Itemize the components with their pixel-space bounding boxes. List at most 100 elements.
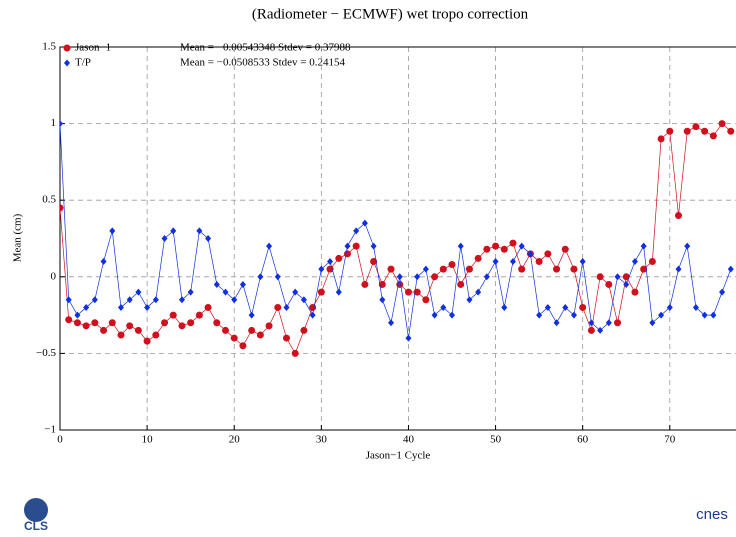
logo: CLS [24, 519, 48, 533]
point [648, 257, 656, 265]
point [178, 322, 186, 330]
point [597, 326, 604, 334]
point [170, 227, 177, 235]
point [579, 303, 587, 311]
point [509, 239, 517, 247]
point [710, 311, 717, 319]
point [544, 250, 552, 258]
x-tick-label: 20 [229, 434, 241, 446]
point [65, 296, 72, 304]
point [509, 257, 516, 265]
point [274, 273, 281, 281]
point [500, 245, 508, 253]
point [579, 257, 586, 265]
point [292, 288, 299, 296]
point [692, 303, 699, 311]
y-axis-label: Mean (cm) [12, 213, 24, 262]
point [553, 265, 561, 273]
point [117, 331, 125, 339]
legend-label: T/P [75, 57, 91, 69]
point [692, 123, 700, 131]
point [605, 280, 613, 288]
point [518, 265, 526, 273]
point [265, 322, 273, 330]
y-tick-label: −1 [44, 424, 56, 436]
point [144, 303, 151, 311]
point [684, 242, 691, 250]
point [117, 303, 124, 311]
point [353, 227, 360, 235]
point [100, 326, 108, 334]
point [309, 311, 316, 319]
x-tick-label: 60 [577, 434, 589, 446]
y-tick-label: 1 [51, 117, 57, 129]
point [213, 319, 221, 327]
point [492, 242, 500, 250]
point [309, 303, 317, 311]
point [405, 334, 412, 342]
point [282, 334, 290, 342]
point [60, 120, 63, 128]
point [649, 319, 656, 327]
point [683, 127, 691, 135]
point [100, 257, 107, 265]
point [640, 242, 647, 250]
point [404, 288, 412, 296]
point [231, 296, 238, 304]
point [370, 242, 377, 250]
point [187, 288, 194, 296]
point [666, 127, 674, 135]
point [335, 254, 343, 262]
point [83, 303, 90, 311]
point [361, 219, 368, 227]
plot-area [60, 120, 735, 357]
point [343, 250, 351, 258]
point [701, 311, 708, 319]
x-tick-label: 50 [490, 434, 502, 446]
point [562, 303, 569, 311]
x-tick-label: 10 [142, 434, 154, 446]
point [204, 303, 212, 311]
point [588, 319, 595, 327]
annotation: Mean = −0.0508533 Stdev = 0.24154 [180, 57, 345, 69]
point [152, 331, 160, 339]
point [196, 227, 203, 235]
point [300, 326, 308, 334]
point [266, 242, 273, 250]
point [143, 337, 151, 345]
point [623, 280, 630, 288]
point [675, 212, 683, 220]
point [658, 311, 665, 319]
point [109, 227, 116, 235]
point [205, 235, 212, 242]
point [439, 265, 447, 273]
point [631, 257, 638, 265]
point [108, 319, 116, 327]
point [414, 273, 421, 281]
point [300, 296, 307, 304]
point [388, 319, 395, 327]
point [91, 296, 98, 304]
point [719, 288, 726, 296]
point [152, 296, 159, 304]
point [465, 265, 473, 273]
point [335, 288, 342, 296]
point [709, 132, 717, 140]
point [553, 319, 560, 327]
point [596, 273, 604, 281]
point [187, 319, 195, 327]
point [640, 265, 648, 273]
point [422, 296, 430, 304]
point [396, 273, 403, 281]
point [622, 273, 630, 281]
annotation: Mean = −0.00543348 Stdev = 0.37988 [180, 42, 351, 54]
point [492, 257, 499, 265]
point [169, 311, 177, 319]
point [344, 242, 351, 250]
point [501, 303, 508, 311]
point [475, 288, 482, 296]
point [248, 326, 256, 334]
chart-title: (Radiometer − ECMWF) wet tropo correctio… [252, 6, 529, 22]
point [718, 120, 726, 128]
